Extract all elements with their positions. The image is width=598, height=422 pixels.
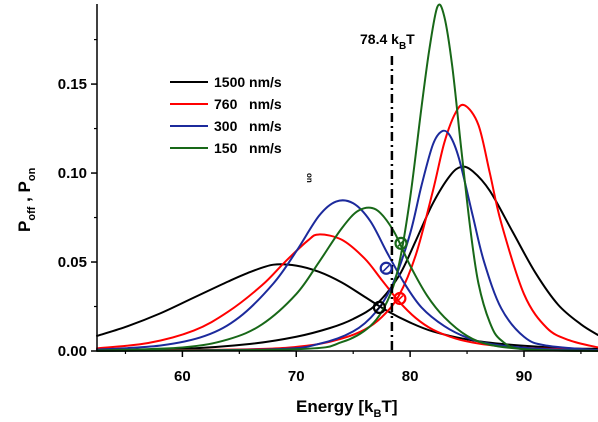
legend-label: 150 nm/s [214, 140, 282, 156]
series-0-crossing-marker [372, 300, 386, 315]
x-axis-title: Energy [kBT] [296, 397, 397, 420]
series-0-off-line [96, 263, 598, 350]
axes [96, 4, 598, 352]
series-3-crossing-marker [394, 236, 408, 250]
plot-lines [96, 3, 598, 352]
legend: 1500 nm/s 760 nm/s 300 nm/s 150 nm/s [170, 74, 282, 156]
x-tick-label: 90 [516, 368, 533, 385]
series-2-on-line [96, 129, 598, 352]
y-tick-label: 0.10 [58, 165, 87, 182]
series-2-crossing-marker [379, 261, 393, 275]
series-1-off-line [96, 233, 598, 352]
y-axis-title: Poff , Pon [15, 167, 38, 232]
stray-text: on [305, 173, 314, 183]
legend-label: 760 nm/s [214, 96, 282, 112]
series-0-crossing-tick [375, 303, 383, 311]
legend-label: 300 nm/s [214, 118, 282, 134]
series-1-crossing-tick [396, 294, 404, 303]
y-tick-label: 0.00 [58, 343, 87, 360]
ticks: 60 70 80 90 0.00 0.05 0.10 0.15 [58, 38, 582, 385]
series-1-crossing-marker [393, 291, 407, 306]
series-0-on-line [96, 165, 598, 352]
x-tick-label: 80 [402, 368, 419, 385]
y-tick-label: 0.05 [58, 254, 87, 271]
y-tick-label: 0.15 [58, 76, 87, 93]
x-tick-label: 70 [288, 368, 305, 385]
legend-label: 1500 nm/s [214, 74, 282, 90]
series-1-on-line [96, 103, 598, 352]
x-tick-label: 60 [174, 368, 191, 385]
series-2-crossing-tick [382, 264, 390, 272]
series-3-crossing-tick [397, 239, 405, 247]
threshold-label: 78.4 kBT [360, 31, 415, 52]
series-3-off-line [96, 206, 598, 352]
series-3-on-line [96, 3, 598, 352]
series-2-off-line [96, 199, 598, 352]
